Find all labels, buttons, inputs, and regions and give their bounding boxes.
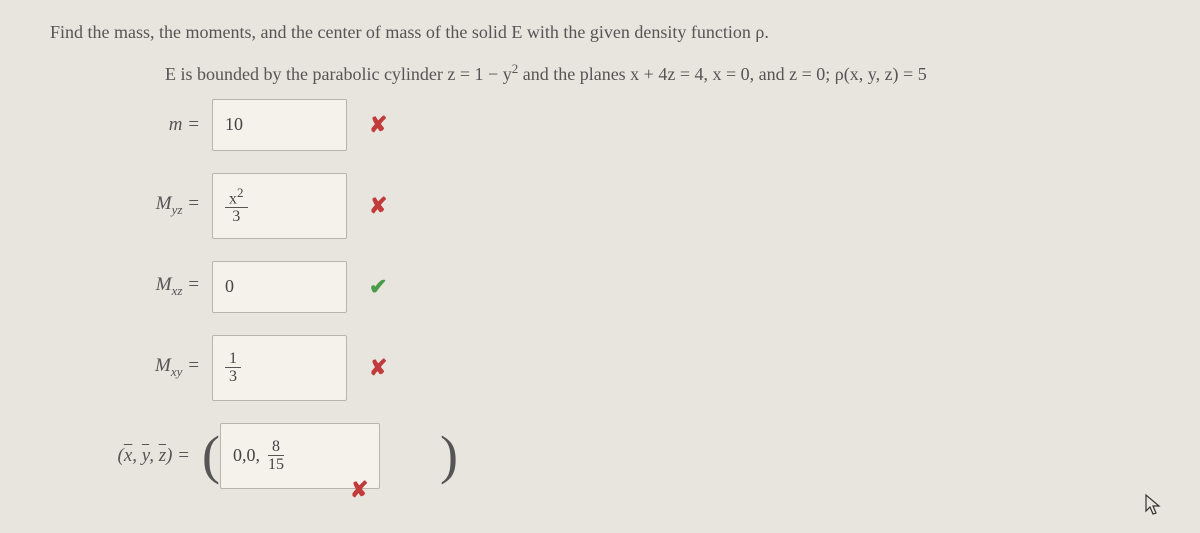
input-mxz[interactable]: 0 [212, 261, 347, 313]
mark-myz-wrong: ✘ [369, 193, 387, 219]
label-mxy: Mxy = [110, 355, 200, 380]
problem-line2-post: and the planes x + 4z = 4, x = 0, and z … [518, 64, 926, 84]
rparen-icon: ) [440, 434, 458, 477]
label-center: (x, y, z) = [70, 445, 190, 467]
row-mxz: Mxz = 0 ✔ [110, 261, 1150, 313]
frac-myz-num: x [229, 190, 237, 207]
row-myz: Myz = x2 3 ✘ [110, 173, 1150, 239]
value-center-pre: 0,0, [233, 445, 260, 466]
frac-mxy: 1 3 [225, 350, 241, 386]
mark-mxz-correct: ✔ [369, 274, 387, 300]
row-mxy: Mxy = 1 3 ✘ [110, 335, 1150, 401]
row-mass: m = 10 ✘ [110, 99, 1150, 151]
mark-mxy-wrong: ✘ [369, 355, 387, 381]
input-m[interactable]: 10 [212, 99, 347, 151]
frac-myz-den: 3 [228, 208, 244, 226]
label-m: m = [110, 114, 200, 136]
frac-mxy-num: 1 [225, 350, 241, 369]
lparen-icon: ( [202, 434, 220, 477]
value-mxz: 0 [225, 276, 234, 297]
row-center: (x, y, z) = ( 0,0, 8 15 ) ✘ [70, 423, 1150, 489]
frac-mxy-den: 3 [225, 368, 241, 386]
value-m: 10 [225, 114, 243, 135]
problem-line2: E is bounded by the parabolic cylinder z… [165, 61, 1150, 85]
frac-center-den: 15 [264, 456, 288, 474]
mark-m-wrong: ✘ [369, 112, 387, 138]
problem-line2-pre: E is bounded by the parabolic cylinder z… [165, 64, 512, 84]
frac-center-num: 8 [268, 438, 284, 457]
problem-line1: Find the mass, the moments, and the cent… [50, 18, 1150, 47]
label-myz: Myz = [110, 193, 200, 218]
frac-myz-num-sup: 2 [237, 185, 244, 200]
frac-myz: x2 3 [225, 186, 248, 227]
input-myz[interactable]: x2 3 [212, 173, 347, 239]
input-mxy[interactable]: 1 3 [212, 335, 347, 401]
frac-center: 8 15 [264, 438, 288, 474]
cursor-icon [1144, 493, 1162, 521]
mark-center-wrong: ✘ [350, 477, 368, 503]
label-mxz: Mxz = [110, 274, 200, 299]
